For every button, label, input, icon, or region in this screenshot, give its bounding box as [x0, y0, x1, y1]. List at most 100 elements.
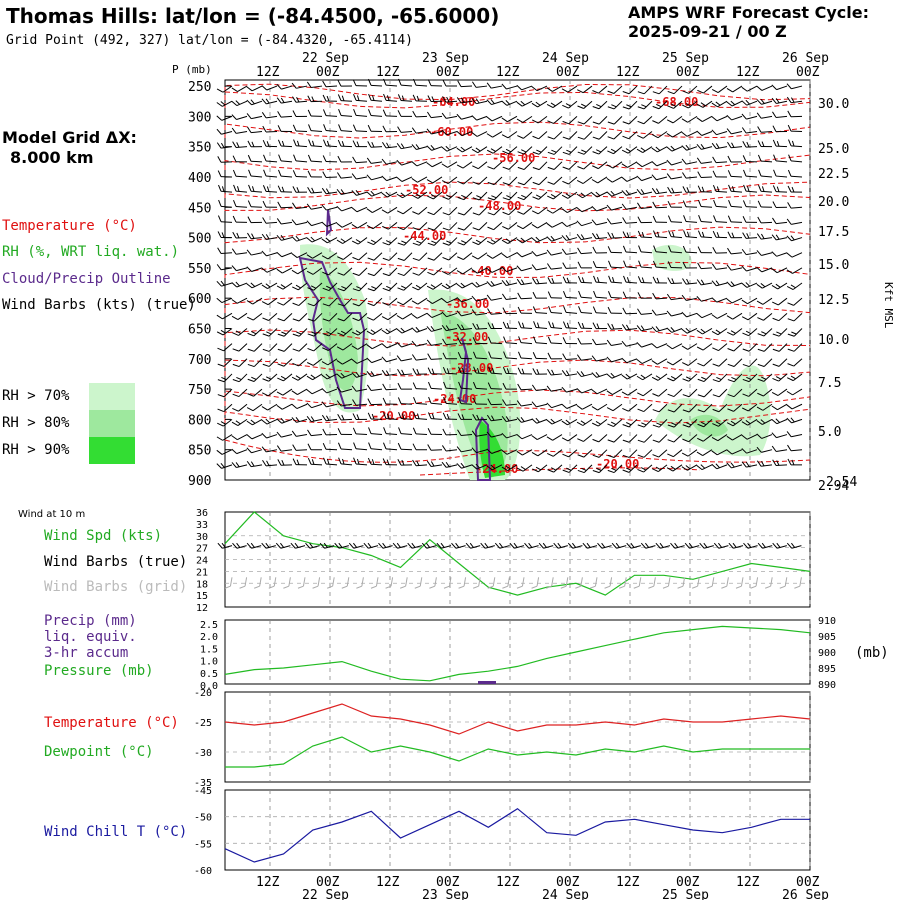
wind-barb-17 — [471, 81, 488, 88]
kft-tick-0: 30.0 — [818, 97, 849, 112]
wind-barb-137 — [517, 131, 533, 139]
wind-barb-432 — [261, 250, 278, 257]
wind-barb-810 — [667, 388, 683, 398]
wind-barb-964 — [637, 449, 653, 458]
wind-barb-1010 — [741, 461, 758, 468]
true-barb-26 — [597, 542, 612, 549]
wind-barb-482 — [427, 267, 443, 276]
pressure-tick-250: 250 — [188, 80, 211, 95]
wind-barb-987 — [397, 458, 413, 466]
wind-barb-387 — [757, 216, 773, 224]
wind-barb-852 — [712, 403, 728, 413]
wind-barb-584 — [787, 297, 803, 306]
wind-barb-774 — [712, 373, 728, 383]
wind-barb-472 — [276, 267, 293, 274]
true-barb-33 — [699, 542, 714, 549]
wind-barb-739 — [772, 358, 788, 367]
temp-contour-7 — [224, 261, 811, 278]
grid-barb-0 — [224, 577, 233, 589]
wind-barb-424 — [727, 231, 743, 239]
temp-contour-label-13: -24.00 — [475, 462, 518, 476]
wind-barb-680 — [472, 337, 488, 345]
wind-barb-462 — [712, 247, 728, 254]
wind-barb-914 — [471, 430, 488, 437]
wind-barb-373 — [546, 221, 563, 228]
true-barb-13 — [407, 542, 422, 549]
wind-barb-62 — [562, 100, 578, 109]
wind-barb-29 — [652, 85, 668, 95]
wind-barb-123 — [308, 124, 323, 133]
wind-barb-770 — [651, 373, 668, 381]
wind-barb-632 — [337, 328, 353, 337]
wind-barb-801 — [531, 384, 548, 391]
wind-barb-49 — [368, 93, 383, 102]
wind-barb-135 — [486, 131, 503, 138]
wind-barb-272 — [787, 169, 803, 178]
top-day-label-1: 23 Sep — [422, 51, 469, 66]
wind-barb-389 — [786, 218, 803, 225]
wind-barb-212 — [472, 161, 488, 170]
wind-barb-34 — [726, 85, 743, 93]
wind-barb-861 — [261, 418, 278, 425]
wind-barb-540 — [711, 280, 728, 287]
wind-barb-733 — [682, 358, 698, 366]
wind-barb-695 — [696, 343, 713, 351]
wind-barb-997 — [547, 464, 563, 473]
wind-barb-497 — [652, 260, 668, 269]
wind-barb-508 — [231, 281, 248, 288]
wind-barb-597 — [396, 312, 413, 320]
wind-barb-419 — [653, 230, 668, 239]
wind-barb-507 — [216, 280, 233, 287]
wind-barb-191 — [742, 140, 758, 148]
wind-barb-454 — [592, 246, 608, 254]
wind-barb-53 — [427, 95, 443, 102]
wind-barb-851 — [697, 403, 713, 413]
wind-barb-57 — [486, 99, 503, 106]
wind-barb-289 — [457, 191, 473, 201]
wind-barb-305 — [697, 185, 713, 193]
wind-barb-399 — [351, 237, 368, 245]
legend-rh80-label: RH > 80% — [2, 415, 70, 431]
true-barb-37 — [757, 542, 773, 549]
wind-barb-188 — [696, 144, 713, 150]
wind-barb-37 — [771, 84, 788, 91]
wind-barb-140 — [562, 131, 578, 140]
wind-barb-572 — [607, 291, 623, 299]
wind-barb-106 — [637, 115, 653, 125]
wind-barb-660 — [757, 328, 773, 337]
wind-barb-588 — [262, 312, 278, 321]
wind-barb-738 — [757, 358, 773, 368]
wind-barb-806 — [606, 388, 623, 395]
wind-barb-84 — [307, 109, 323, 117]
wind-barb-326 — [427, 206, 443, 216]
wind-barb-63 — [577, 100, 593, 109]
wind-barb-328 — [457, 206, 473, 216]
wind-barb-371 — [516, 222, 533, 230]
wind-barb-250 — [457, 176, 473, 185]
wind-barb-656 — [696, 328, 713, 335]
wind-barb-938 — [246, 447, 263, 454]
grid-barb-37 — [765, 577, 773, 589]
wind-barb-278 — [292, 186, 308, 193]
wind-barb-451 — [546, 249, 563, 256]
kft-tick-9: 5.0 — [818, 425, 841, 440]
wind-barb-46 — [322, 94, 338, 102]
wind-barb-216 — [532, 161, 548, 171]
wind-barb-516 — [352, 282, 368, 292]
bottom-time-label-5: 00Z — [556, 875, 580, 890]
wind-barb-793 — [412, 382, 428, 390]
true-barb-0 — [217, 542, 233, 549]
wind-barb-840 — [531, 401, 548, 408]
wind-barb-425 — [742, 232, 758, 239]
wind-barb-835 — [457, 397, 473, 405]
wind-barb-833 — [428, 396, 443, 405]
grid-barb-2 — [254, 577, 262, 589]
wind-barb-549 — [261, 297, 278, 306]
wind-barb-750 — [351, 371, 368, 378]
wind-barb-148 — [681, 131, 698, 137]
wind-barb-643 — [502, 321, 518, 329]
true-barb-6 — [305, 542, 320, 549]
wind-barb-100 — [547, 115, 563, 124]
wind-barb-996 — [532, 464, 548, 473]
wind-barb-440 — [382, 252, 398, 261]
